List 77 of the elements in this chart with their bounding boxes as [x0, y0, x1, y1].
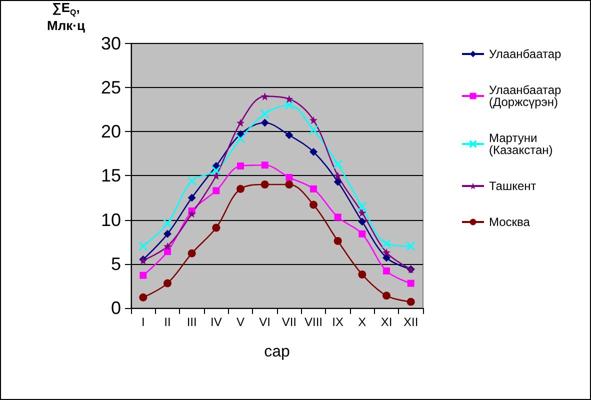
point — [357, 202, 367, 212]
point — [236, 184, 244, 193]
point — [286, 174, 293, 181]
point — [407, 280, 414, 287]
point — [188, 210, 196, 218]
point — [310, 116, 318, 124]
point — [162, 218, 172, 228]
point — [236, 134, 246, 144]
point — [333, 159, 343, 169]
y-tick-label: 20 — [100, 122, 121, 142]
legend-label: Улаанбаатар — [489, 47, 562, 61]
point — [139, 293, 148, 302]
x-tick-label: VI — [259, 315, 271, 329]
point — [358, 218, 366, 226]
point — [188, 194, 196, 202]
point — [260, 92, 269, 100]
y-tick-label: 0 — [110, 298, 121, 318]
point — [334, 178, 342, 186]
point — [285, 131, 294, 140]
point — [382, 254, 390, 262]
legend-label: Мартуни (Казакстан) — [489, 131, 553, 157]
point — [382, 238, 392, 248]
point — [212, 187, 220, 194]
y-tick-label: 30 — [100, 33, 121, 54]
point — [261, 162, 268, 169]
point — [260, 180, 269, 189]
point — [236, 118, 244, 127]
x-tick-label: XII — [403, 315, 418, 329]
point — [187, 176, 197, 186]
y-tick-label: 5 — [110, 254, 121, 274]
point — [334, 214, 342, 221]
point — [383, 267, 390, 274]
y-tick-label: 15 — [100, 166, 121, 186]
point — [212, 172, 220, 180]
legend-label: Ташкент — [489, 179, 537, 193]
point — [334, 172, 342, 180]
y-tick-label: 25 — [100, 78, 121, 98]
point — [188, 249, 196, 258]
x-tick-label: V — [236, 315, 245, 329]
point — [164, 279, 172, 288]
x-tick-label: II — [164, 315, 171, 329]
point — [406, 242, 416, 252]
y-tick-label: 10 — [100, 210, 121, 230]
point — [164, 242, 172, 250]
point — [334, 236, 342, 245]
point — [308, 125, 318, 135]
point — [164, 230, 172, 238]
legend-label: Улаанбаатар (Доржсүрэн) — [489, 83, 562, 109]
point — [285, 180, 294, 189]
point — [260, 118, 269, 127]
point — [358, 270, 366, 278]
x-tick-label: VIII — [304, 315, 323, 329]
point — [212, 224, 220, 232]
point — [310, 200, 318, 209]
point — [406, 298, 415, 306]
x-tick-label: XI — [380, 315, 392, 329]
x-tick-label: I — [141, 315, 145, 329]
x-tick-label: X — [358, 315, 366, 329]
point — [382, 292, 390, 300]
point — [382, 248, 390, 256]
point — [284, 100, 294, 110]
x-tick-label: III — [186, 315, 197, 329]
point — [285, 94, 294, 103]
point — [260, 109, 270, 119]
point — [310, 185, 317, 192]
point — [358, 230, 366, 238]
point — [140, 272, 147, 279]
point — [358, 208, 366, 217]
x-tick-label: VII — [282, 315, 297, 329]
point — [211, 166, 221, 176]
x-tick-label: IV — [210, 315, 222, 329]
legend-label: Москва — [489, 215, 530, 229]
point — [237, 162, 244, 170]
x-tick-label: IX — [332, 315, 344, 329]
point — [138, 242, 148, 252]
x-axis-title: сар — [264, 344, 290, 360]
point — [310, 148, 318, 156]
